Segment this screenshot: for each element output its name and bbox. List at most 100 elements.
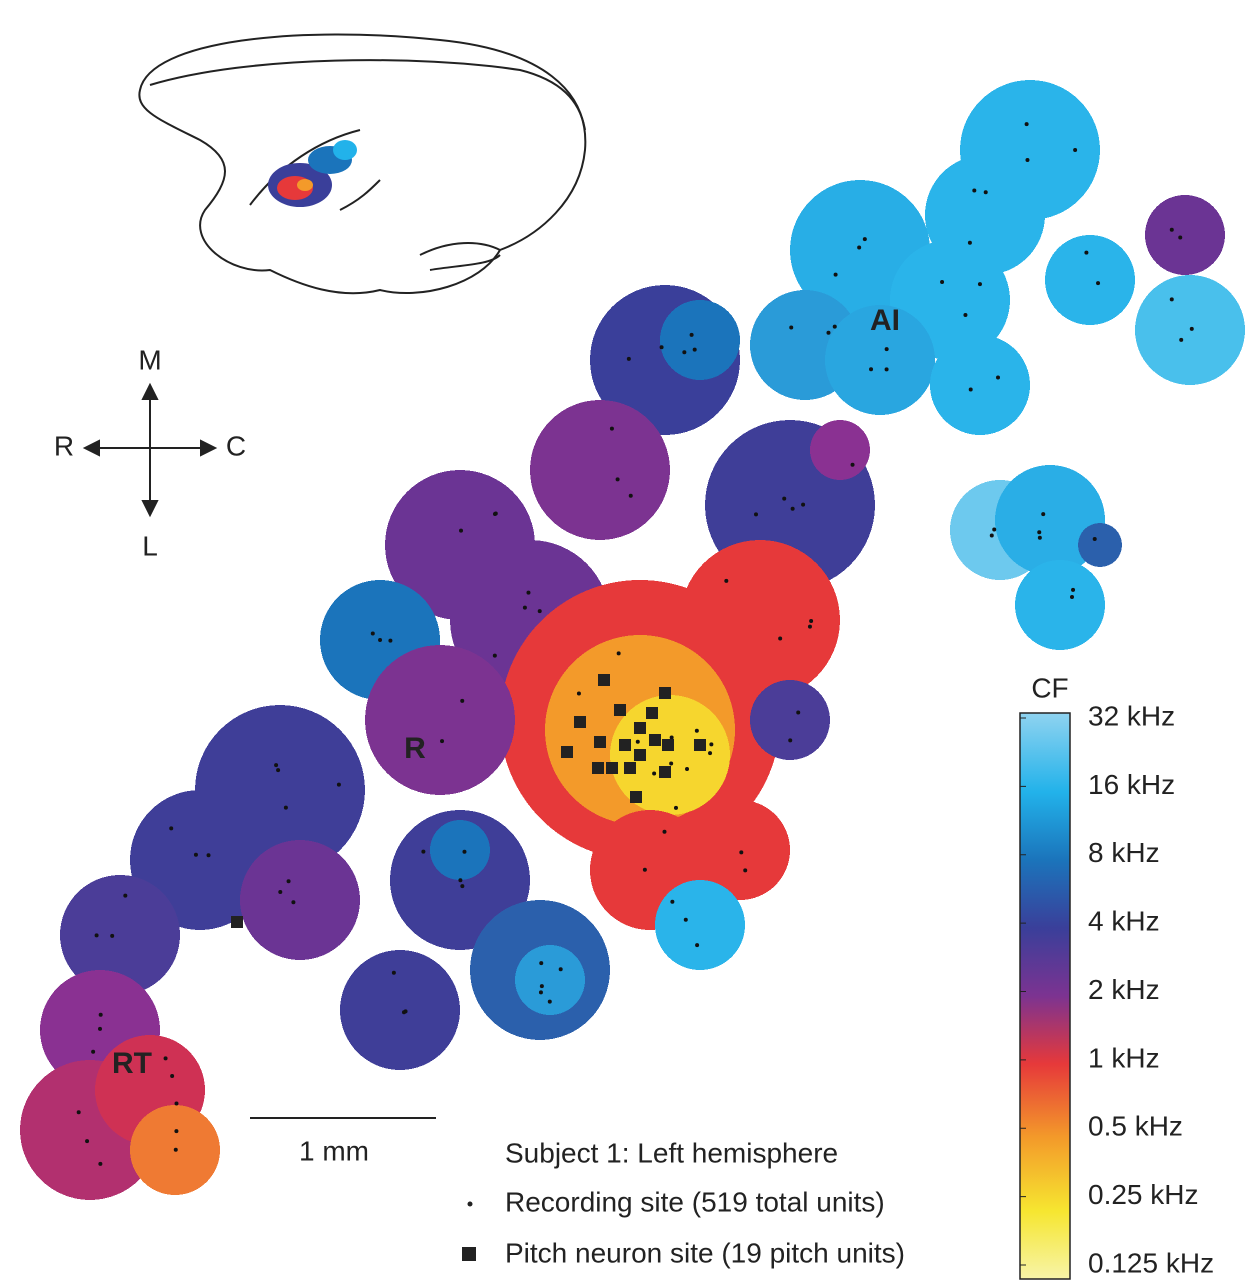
pitch-square — [646, 707, 658, 719]
pitch-square — [634, 722, 646, 734]
recording-dot — [523, 606, 527, 610]
recording-dot — [636, 740, 640, 744]
recording-dot — [662, 830, 666, 834]
compass-label: L — [142, 530, 158, 561]
recording-dot — [493, 654, 497, 658]
recording-dot — [968, 241, 972, 245]
recording-dot — [174, 1129, 178, 1133]
recording-dot — [796, 710, 800, 714]
recording-dot — [992, 527, 996, 531]
recording-dot — [743, 868, 747, 872]
recording-dot — [1178, 236, 1182, 240]
recording-dot — [789, 326, 793, 330]
recording-dot — [670, 735, 674, 739]
pitch-square — [598, 674, 610, 686]
recording-dot — [833, 325, 837, 329]
recording-dot — [684, 918, 688, 922]
recording-dot — [98, 1027, 102, 1031]
recording-dot — [1170, 297, 1174, 301]
recording-dot — [538, 609, 542, 613]
pitch-square — [659, 766, 671, 778]
recording-dot — [169, 826, 173, 830]
recording-dot — [278, 890, 282, 894]
recording-dot — [559, 967, 563, 971]
recording-dot — [739, 850, 743, 854]
recording-dot — [458, 878, 462, 882]
pitch-square — [574, 716, 586, 728]
recording-dot — [809, 619, 813, 623]
recording-dot — [984, 190, 988, 194]
recording-dot — [791, 507, 795, 511]
recording-dot — [1096, 281, 1100, 285]
colorbar-label: 0.25 kHz — [1088, 1179, 1199, 1210]
recording-dot — [540, 984, 544, 988]
legend-item: Pitch neuron site (19 pitch units) — [505, 1237, 905, 1268]
recording-dot — [1025, 122, 1029, 126]
recording-dot — [709, 742, 713, 746]
page: AI R RT M L R C 1 mm Subject 1: Left hem… — [0, 0, 1257, 1281]
recording-dot — [170, 1074, 174, 1078]
colorbar-label: 2 kHz — [1088, 974, 1160, 1005]
recording-dot — [708, 751, 712, 755]
recording-dot — [378, 638, 382, 642]
colorbar-label: 1 kHz — [1088, 1042, 1160, 1073]
recording-dot — [996, 376, 1000, 380]
recording-dot — [660, 345, 664, 349]
compass — [85, 385, 215, 515]
pitch-square — [694, 739, 706, 751]
recording-dot — [652, 771, 656, 775]
recording-dot — [98, 1162, 102, 1166]
recording-dot — [291, 900, 295, 904]
recording-dot — [978, 282, 982, 286]
pitch-square — [592, 762, 604, 774]
recording-dot — [1084, 251, 1088, 255]
recording-dot — [274, 763, 278, 767]
recording-dot — [826, 331, 830, 335]
recording-dot — [1170, 228, 1174, 232]
recording-dot — [284, 806, 288, 810]
recording-dot — [627, 357, 631, 361]
recording-dot — [276, 768, 280, 772]
recording-dot — [863, 237, 867, 241]
recording-dot — [539, 961, 543, 965]
recording-dot — [164, 1056, 168, 1060]
legend-square — [462, 1247, 476, 1261]
recording-dot — [685, 767, 689, 771]
recording-dot — [421, 850, 425, 854]
recording-dot — [643, 868, 647, 872]
recording-dot — [778, 637, 782, 641]
recording-dot — [85, 1139, 89, 1143]
recording-dot — [885, 347, 889, 351]
colorbar-label: 4 kHz — [1088, 906, 1160, 937]
recording-dot — [123, 894, 127, 898]
recording-dot — [869, 367, 873, 371]
pitch-square — [624, 762, 636, 774]
pitch-square — [619, 739, 631, 751]
recording-dot — [337, 783, 341, 787]
recording-dot — [788, 738, 792, 742]
recording-dot — [629, 494, 633, 498]
region-label: R — [404, 732, 426, 765]
recording-dot — [1073, 148, 1077, 152]
colorbar-label: 0.5 kHz — [1088, 1111, 1183, 1142]
recording-dot — [617, 651, 621, 655]
recording-dot — [1025, 158, 1029, 162]
pitch-square — [649, 734, 661, 746]
recording-dot — [526, 591, 530, 595]
recording-dot — [460, 699, 464, 703]
recording-dot — [834, 273, 838, 277]
recording-dot — [388, 639, 392, 643]
recording-dot — [782, 497, 786, 501]
recording-dot — [754, 512, 758, 516]
recording-dot — [462, 850, 466, 854]
region-label: RT — [112, 1047, 152, 1080]
recording-dot — [972, 189, 976, 193]
pitch-square — [606, 762, 618, 774]
pitch-square — [561, 746, 573, 758]
recording-dot — [695, 943, 699, 947]
pitch-square — [630, 791, 642, 803]
recording-dot — [95, 933, 99, 937]
recording-dot — [99, 1013, 103, 1017]
recording-dot — [885, 367, 889, 371]
colorbar-title: CF — [1031, 672, 1068, 703]
